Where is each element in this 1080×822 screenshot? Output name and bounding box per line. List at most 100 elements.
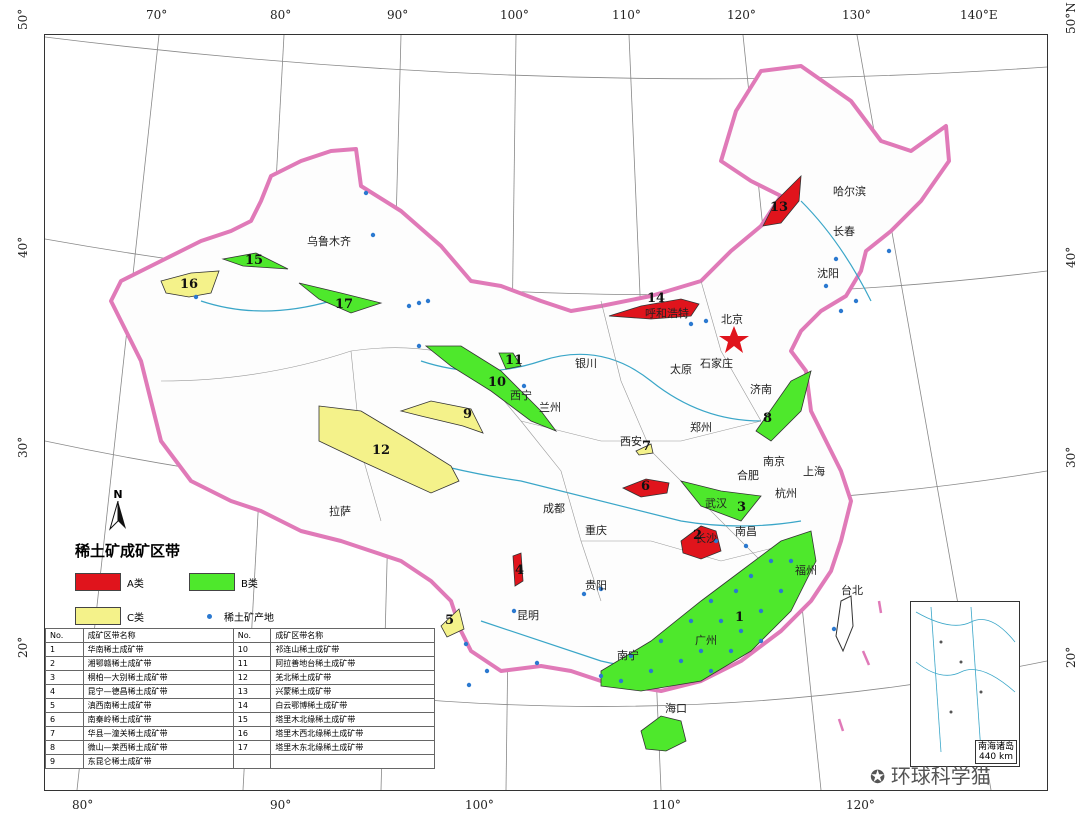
table-row: 6 南秦岭稀土成矿带 15 塔里木北缘稀土成矿带	[45, 712, 435, 727]
lon-label-top: 140°E	[960, 8, 998, 22]
table-cell: 白云鄂博稀土成矿带	[270, 698, 435, 713]
table-cell: 11	[232, 656, 272, 671]
lat-label-left: 40°	[16, 236, 30, 258]
zone-6-label: 6	[641, 479, 651, 494]
zone-2-area	[680, 525, 722, 560]
lat-label-right: 20°	[1064, 646, 1078, 668]
sea-border-dashes	[837, 600, 883, 732]
north-arrow-icon	[108, 500, 126, 531]
table-cell: 10	[232, 642, 272, 657]
table-cell: 9	[45, 754, 84, 769]
table-cell: 16	[232, 726, 272, 741]
zone-3-label: 3	[737, 500, 747, 515]
table-row: 8 微山—莱西稀土成矿带 17 塔里木东北缘稀土成矿带	[45, 740, 435, 755]
inset-title: 南海诸岛	[977, 742, 1014, 752]
legend-swatch-c	[75, 607, 121, 625]
table-header-cell: No.	[45, 628, 84, 643]
zone-6-area	[622, 478, 670, 498]
lat-label-right: 40°	[1064, 246, 1078, 268]
lon-label-bottom: 90°	[270, 798, 292, 812]
zone-9-label: 9	[463, 407, 473, 422]
zone-8-label: 8	[763, 411, 773, 426]
zone-14-area	[608, 298, 700, 320]
zone-5-area	[440, 608, 465, 638]
table-row: 9 东昆仑稀土成矿带	[45, 754, 435, 769]
table-cell: 东昆仑稀土成矿带	[82, 754, 234, 769]
lon-label-top: 110°	[612, 8, 641, 22]
city-label: 福州	[795, 564, 817, 577]
zone-11-area	[498, 352, 522, 370]
zone-7-area	[635, 443, 654, 456]
table-row: 3 桐柏—大别稀土成矿带 12 羌北稀土成矿带	[45, 670, 435, 685]
zone-16-label: 16	[180, 277, 199, 292]
table-header-cell: 成矿区带名称	[270, 628, 435, 643]
zone-13-label: 13	[770, 200, 789, 215]
table-row: 4 昆宁—德昌稀土成矿带 13 兴蒙稀土成矿带	[45, 684, 435, 699]
city-label: 太原	[670, 363, 692, 376]
lon-label-top: 120°	[727, 8, 756, 22]
city-label: 合肥	[737, 469, 759, 482]
zone-16-area	[160, 270, 220, 298]
city-label: 长春	[833, 225, 855, 238]
legend-swatch-b	[189, 573, 235, 591]
city-label: 哈尔滨	[833, 185, 866, 198]
city-label: 拉萨	[329, 505, 351, 518]
south-china-sea-inset: 南海诸岛 440 km	[910, 601, 1020, 767]
zone-3-area	[679, 480, 762, 522]
zone-2-label: 2	[693, 528, 703, 543]
lon-label-top: 100°	[500, 8, 529, 22]
zone-15-label: 15	[245, 253, 264, 268]
zone-5-label: 5	[445, 613, 455, 628]
watermark: ✪ 环球科学猫	[870, 760, 991, 789]
table-header-cell: 成矿区带名称	[82, 628, 234, 643]
lon-label-bottom: 100°	[465, 798, 494, 812]
city-label: 南京	[763, 455, 785, 468]
city-label: 南宁	[617, 649, 639, 662]
city-label: 贵阳	[585, 579, 607, 592]
zones	[160, 174, 817, 692]
city-label: 石家庄	[700, 357, 733, 370]
table-cell: 塔里木东北缘稀土成矿带	[270, 740, 435, 755]
city-label: 南昌	[735, 525, 757, 538]
table-cell: 2	[45, 656, 84, 671]
north-label: N	[113, 488, 123, 501]
table-row: 2 湘鄂赣稀土成矿带 11 阿拉善地台稀土成矿带	[45, 656, 435, 671]
lat-label-left: 30°	[16, 436, 30, 458]
table-cell: 17	[232, 740, 272, 755]
deposit-dots	[193, 190, 892, 688]
lon-label-bottom: 80°	[72, 798, 94, 812]
legend-deposit-icon	[207, 613, 212, 619]
legend-swatch-a	[75, 573, 121, 591]
city-label: 郑州	[690, 421, 712, 434]
city-label: 昆明	[517, 609, 539, 622]
city-label: 西宁	[510, 389, 532, 402]
table-row: 5 滇西南稀土成矿带 14 白云鄂博稀土成矿带	[45, 698, 435, 713]
city-label: 银川	[575, 357, 597, 370]
lat-label-left: 50°	[16, 8, 30, 30]
legend-label-b: B类	[241, 578, 258, 590]
inset-scale: 440 km	[978, 752, 1013, 762]
zone-7-label: 7	[642, 439, 652, 454]
zone-17-label: 17	[335, 297, 354, 312]
table-cell: 12	[232, 670, 272, 685]
zone-15-area	[221, 252, 289, 270]
legend-row: C类 稀土矿产地	[75, 605, 405, 627]
city-label: 杭州	[775, 487, 797, 500]
lon-label-bottom: 110°	[652, 798, 681, 812]
table-cell: 阿拉善地台稀土成矿带	[270, 656, 435, 671]
city-label: 重庆	[585, 524, 607, 537]
table-cell: 5	[45, 698, 84, 713]
city-label: 呼和浩特	[645, 307, 689, 320]
zone-13-area	[762, 174, 802, 227]
zone-1-label: 1	[735, 610, 745, 625]
city-label: 长沙	[695, 532, 717, 545]
table-cell: 微山—莱西稀土成矿带	[82, 740, 234, 755]
table-cell: 6	[45, 712, 84, 727]
table-cell: 3	[45, 670, 84, 685]
zone-12-area	[318, 405, 460, 494]
table-cell: 华南稀土成矿带	[82, 642, 234, 657]
table-cell: 湘鄂赣稀土成矿带	[82, 656, 234, 671]
china-border	[109, 64, 951, 693]
city-label: 海口	[665, 702, 687, 715]
watermark-text: 环球科学猫	[890, 764, 991, 788]
